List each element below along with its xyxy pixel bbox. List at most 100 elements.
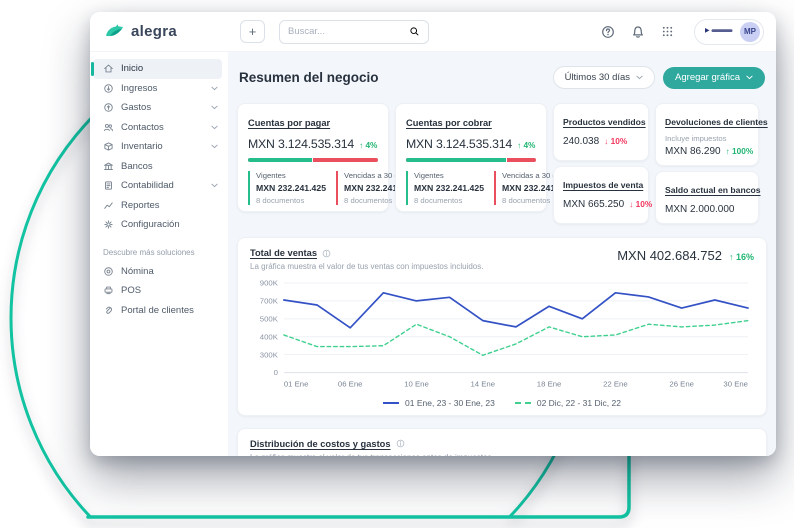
svg-text:22 Ene: 22 Ene	[603, 380, 628, 389]
accounts-payable-title[interactable]: Cuentas por pagar	[248, 118, 331, 128]
sales-chart-area: 900K 700K 500K 400K 300K 0 01 Ene 06 Ene 10 Ene 1…	[250, 275, 754, 397]
svg-text:10 Ene: 10 Ene	[404, 380, 429, 389]
accounts-receivable-card[interactable]: Cuentas por cobrar MXN 3.124.535.314 ↑ 4…	[395, 103, 572, 212]
accounting-icon	[103, 180, 114, 191]
sidebar-item-label: Gastos	[121, 102, 152, 114]
small-cards-column-2: Devoluciones de clientes Incluye impuest…	[655, 103, 768, 224]
chevron-down-icon	[211, 105, 218, 110]
gear-icon	[103, 219, 114, 230]
decor-bottom-line	[86, 450, 631, 519]
chart-legend: 01 Ene, 23 - 30 Ene, 23 02 Dic, 22 - 31 …	[250, 397, 754, 413]
add-chart-button[interactable]: Agregar gráfica	[663, 66, 765, 89]
svg-text:900K: 900K	[260, 279, 279, 288]
sidebar-item-pos[interactable]: POS	[90, 281, 228, 301]
alegra-logo[interactable]: alegra	[90, 23, 230, 40]
sales-tax-card[interactable]: Impuestos de venta MXN 665.250 ↓ 10%	[553, 166, 652, 224]
total-sales-title[interactable]: Total de ventas	[250, 248, 317, 258]
sidebar-item-nomina[interactable]: Nómina	[90, 262, 228, 282]
income-icon	[103, 83, 114, 94]
products-sold-title[interactable]: Productos vendidos	[563, 117, 646, 127]
payable-vigentes: Vigentes MXN 232.241.425 8 documentos	[248, 171, 326, 205]
reports-icon	[103, 200, 114, 211]
receivable-amount: MXN 3.124.535.314	[406, 137, 512, 151]
help-icon[interactable]	[601, 25, 615, 39]
info-icon[interactable]	[396, 439, 405, 448]
bank-balance-card[interactable]: Saldo actual en bancos MXN 2.000.000	[655, 171, 761, 224]
logo-wordmark: alegra	[131, 23, 177, 40]
vigentes-amount: MXN 232.241.425	[414, 183, 485, 193]
sidebar-item-portal-de-clientes[interactable]: Portal de clientes	[90, 301, 228, 321]
page-header: Resumen del negocio Últimos 30 días Agre…	[239, 66, 765, 89]
customer-returns-title[interactable]: Devoluciones de clientes	[665, 117, 768, 127]
svg-text:18 Ene: 18 Ene	[537, 380, 562, 389]
receivable-vigentes: Vigentes MXN 232.241.425 8 documentos	[406, 171, 484, 205]
sidebar-item-label: POS	[121, 285, 142, 297]
vigentes-docs: 8 documentos	[414, 196, 463, 205]
sidebar-item-label: Inicio	[121, 63, 144, 75]
sidebar-item-gastos[interactable]: Gastos	[90, 98, 228, 118]
search-box[interactable]	[279, 19, 429, 44]
search-input[interactable]	[288, 26, 409, 37]
chevron-down-icon	[211, 125, 218, 130]
legend-label: 01 Ene, 23 - 30 Ene, 23	[405, 397, 495, 408]
legend-label: 02 Dic, 22 - 31 Dic, 22	[536, 397, 621, 408]
link-icon	[103, 305, 114, 316]
expense-icon	[103, 102, 114, 113]
chevron-down-icon	[211, 144, 218, 149]
topbar-actions: MP	[601, 18, 776, 45]
sidebar-item-bancos[interactable]: Bancos	[90, 157, 228, 177]
total-sales-amount: MXN 402.684.752	[617, 248, 722, 263]
info-icon[interactable]	[322, 249, 331, 258]
topbar: alegra + MP	[90, 12, 776, 52]
pos-icon	[103, 285, 114, 296]
products-sold-trend: ↓ 10%	[604, 136, 628, 146]
sidebar-item-reportes[interactable]: Reportes	[90, 196, 228, 216]
sidebar: Inicio Ingresos Gastos Contactos Inventa…	[90, 52, 228, 456]
payable-vencidas: Vencidas a 30 días MXN 232.241.425 8 doc…	[336, 171, 414, 205]
vigentes-amount: MXN 232.241.425	[256, 183, 327, 193]
avatar[interactable]: MP	[740, 21, 760, 42]
legend-current-period[interactable]: 01 Ene, 23 - 30 Ene, 23	[383, 398, 495, 408]
svg-text:30 Ene: 30 Ene	[723, 380, 748, 389]
receivable-trend: ↑ 4%	[516, 140, 536, 150]
vencidas-docs: 8 documentos	[344, 196, 393, 205]
sidebar-item-inicio[interactable]: Inicio	[91, 59, 222, 79]
receivable-status-bar	[406, 158, 536, 162]
vencidas-amount: MXN 232.241.425	[502, 183, 573, 193]
sidebar-item-inventario[interactable]: Inventario	[90, 137, 228, 157]
products-sold-card[interactable]: Productos vendidos 240.038 ↓ 10%	[553, 103, 649, 161]
sidebar-section-title: Descubre más soluciones	[103, 247, 195, 257]
accounts-receivable-title[interactable]: Cuentas por cobrar	[406, 118, 492, 128]
customer-returns-value: MXN 86.290	[665, 146, 721, 157]
sales-tax-title[interactable]: Impuestos de venta	[563, 180, 644, 190]
total-sales-trend: ↑ 16%	[728, 252, 754, 262]
sidebar-item-contabilidad[interactable]: Contabilidad	[90, 176, 228, 196]
payable-amount: MXN 3.124.535.314	[248, 137, 354, 151]
bell-icon[interactable]	[631, 25, 645, 39]
period-selector[interactable]: Últimos 30 días	[552, 66, 656, 89]
search-icon	[409, 26, 420, 37]
customer-returns-card[interactable]: Devoluciones de clientes Incluye impuest…	[655, 103, 768, 166]
svg-text:26 Ene: 26 Ene	[669, 380, 694, 389]
legend-previous-period[interactable]: 02 Dic, 22 - 31 Dic, 22	[514, 397, 621, 408]
home-icon	[103, 63, 114, 74]
sidebar-item-ingresos[interactable]: Ingresos	[90, 79, 228, 99]
chevron-down-icon	[211, 86, 218, 91]
receivable-bar-fill	[406, 158, 508, 162]
main-content: Resumen del negocio Últimos 30 días Agre…	[228, 52, 776, 456]
sidebar-item-label: Portal de clientes	[121, 304, 194, 316]
account-pill[interactable]: MP	[694, 18, 764, 45]
sidebar-item-configuracion[interactable]: Configuración	[90, 215, 228, 235]
cost-distribution-subtitle: La gráfica muestra el valor de tus trans…	[250, 453, 754, 456]
total-sales-card: Total de ventas La gráfica muestra el va…	[237, 237, 767, 416]
svg-text:400K: 400K	[260, 332, 279, 341]
cost-distribution-title[interactable]: Distribución de costos y gastos	[250, 438, 391, 449]
apps-grid-icon[interactable]	[661, 25, 674, 38]
sidebar-item-contactos[interactable]: Contactos	[90, 118, 228, 138]
receivable-vencidas: Vencidas a 30 días MXN 232.241.425 8 doc…	[494, 171, 572, 205]
quick-create-button[interactable]: +	[240, 20, 265, 43]
legend-dashed-line-swatch	[514, 401, 531, 404]
bank-balance-title[interactable]: Saldo actual en bancos	[665, 185, 761, 195]
page-title: Resumen del negocio	[239, 70, 379, 85]
accounts-payable-card[interactable]: Cuentas por pagar MXN 3.124.535.314 ↑ 4%…	[237, 103, 414, 212]
